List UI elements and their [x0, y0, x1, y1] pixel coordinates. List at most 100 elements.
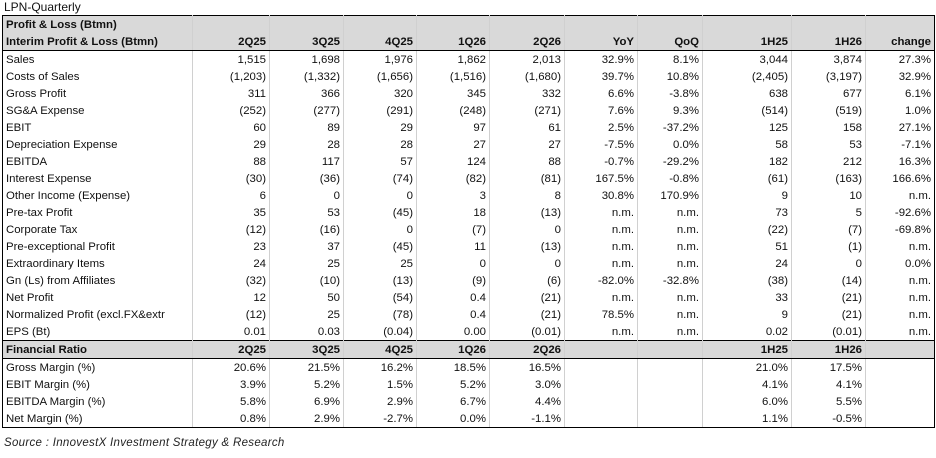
cell: n.m. — [637, 238, 703, 255]
row-label: Other Income (Expense) — [2, 187, 193, 204]
cell: (12) — [192, 221, 270, 238]
cell: 2,013 — [489, 50, 565, 68]
cell: 0 — [489, 221, 565, 238]
cell: 25 — [269, 255, 344, 272]
cell: 1,976 — [343, 50, 417, 68]
cell — [637, 376, 703, 393]
cell — [865, 340, 935, 359]
cell: 638 — [702, 85, 792, 102]
cell: 28 — [343, 136, 417, 153]
cell: 0.8% — [192, 410, 270, 428]
cell: (21) — [791, 289, 866, 306]
cell: 61 — [489, 119, 565, 136]
cell: (3,197) — [791, 68, 866, 85]
row-label: Interest Expense — [2, 170, 193, 187]
cell: 16.2% — [343, 358, 417, 376]
cell: 117 — [269, 153, 344, 170]
cell — [702, 15, 792, 33]
row-label: SG&A Expense — [2, 102, 193, 119]
cell — [865, 15, 935, 33]
cell — [637, 410, 703, 428]
cell: 2.9% — [269, 410, 344, 428]
cell: n.m. — [865, 272, 935, 289]
cell: 1H26 — [791, 33, 866, 51]
cell: 2Q26 — [489, 340, 565, 359]
cell: 166.6% — [865, 170, 935, 187]
cell — [416, 15, 490, 33]
cell: (13) — [489, 238, 565, 255]
cell: 0.01 — [192, 323, 270, 341]
cell: n.m. — [564, 238, 638, 255]
table-row: EPS (Bt) 0.01 0.03 (0.04) 0.00 (0.01) n.m. n.m.… — [2, 323, 935, 341]
cell — [564, 15, 638, 33]
cell: 1Q26 — [416, 340, 490, 359]
cell: 17.5% — [791, 358, 866, 376]
cell: 16.3% — [865, 153, 935, 170]
cell: 170.9% — [637, 187, 703, 204]
cell: 5.5% — [791, 393, 866, 410]
cell: (1) — [791, 238, 866, 255]
table-row: Costs of Sales (1,203) (1,332) (1,656) (1,51… — [2, 68, 935, 85]
cell: 1H25 — [702, 340, 792, 359]
cell: (13) — [343, 272, 417, 289]
cell: 0.4 — [416, 289, 490, 306]
cell: 78.5% — [564, 306, 638, 323]
cell: (82) — [416, 170, 490, 187]
cell: 0.00 — [416, 323, 490, 341]
cell: 1,862 — [416, 50, 490, 68]
row-label: Corporate Tax — [2, 221, 193, 238]
table-row: Normalized Profit (excl.FX&extr (12) 25 (78… — [2, 306, 935, 323]
ratio-row: EBIT Margin (%) 3.9% 5.2% 1.5% 5.2% 3.0% 4.1% 4… — [2, 376, 935, 393]
row-label: Financial Ratio — [2, 340, 193, 359]
cell: 73 — [702, 204, 792, 221]
cell: (1,656) — [343, 68, 417, 85]
cell — [564, 358, 638, 376]
cell — [637, 358, 703, 376]
cell: 125 — [702, 119, 792, 136]
cell: QoQ — [637, 33, 703, 51]
cell: 2Q25 — [192, 340, 270, 359]
cell: (163) — [791, 170, 866, 187]
row-label: Pre-exceptional Profit — [2, 238, 193, 255]
cell: n.m. — [564, 255, 638, 272]
table-row: SG&A Expense (252) (277) (291) (248) (271) 7.6… — [2, 102, 935, 119]
cell: 1,698 — [269, 50, 344, 68]
cell: (36) — [269, 170, 344, 187]
cell: (22) — [702, 221, 792, 238]
cell — [637, 15, 703, 33]
cell: 6.1% — [865, 85, 935, 102]
cell: n.m. — [637, 323, 703, 341]
cell: -92.6% — [865, 204, 935, 221]
cell — [564, 376, 638, 393]
sheet-title: LPN-Quarterly — [4, 0, 81, 14]
pnl-table: Profit & Loss (Btmn) Interim Profit & Los… — [2, 15, 935, 428]
cell: 5.8% — [192, 393, 270, 410]
cell: (54) — [343, 289, 417, 306]
row-label: EBIT Margin (%) — [2, 376, 193, 393]
cell: (519) — [791, 102, 866, 119]
cell: 4Q25 — [343, 33, 417, 51]
cell: -32.8% — [637, 272, 703, 289]
cell: 12 — [192, 289, 270, 306]
cell: 32.9% — [865, 68, 935, 85]
cell: 6 — [192, 187, 270, 204]
cell: 3,044 — [702, 50, 792, 68]
cell: 4.4% — [489, 393, 565, 410]
cell: (16) — [269, 221, 344, 238]
cell: 3 — [416, 187, 490, 204]
row-label: Profit & Loss (Btmn) — [2, 15, 193, 33]
cell: n.m. — [564, 204, 638, 221]
cell: 4.1% — [791, 376, 866, 393]
cell — [564, 410, 638, 428]
cell: 29 — [192, 136, 270, 153]
cell: 25 — [343, 255, 417, 272]
row-label: Normalized Profit (excl.FX&extr — [2, 306, 193, 323]
cell: (277) — [269, 102, 344, 119]
cell: (0.04) — [343, 323, 417, 341]
cell: n.m. — [865, 238, 935, 255]
cell: 3Q25 — [269, 33, 344, 51]
cell: 9.3% — [637, 102, 703, 119]
cell: 3,874 — [791, 50, 866, 68]
cell: n.m. — [865, 187, 935, 204]
cell: (2,405) — [702, 68, 792, 85]
